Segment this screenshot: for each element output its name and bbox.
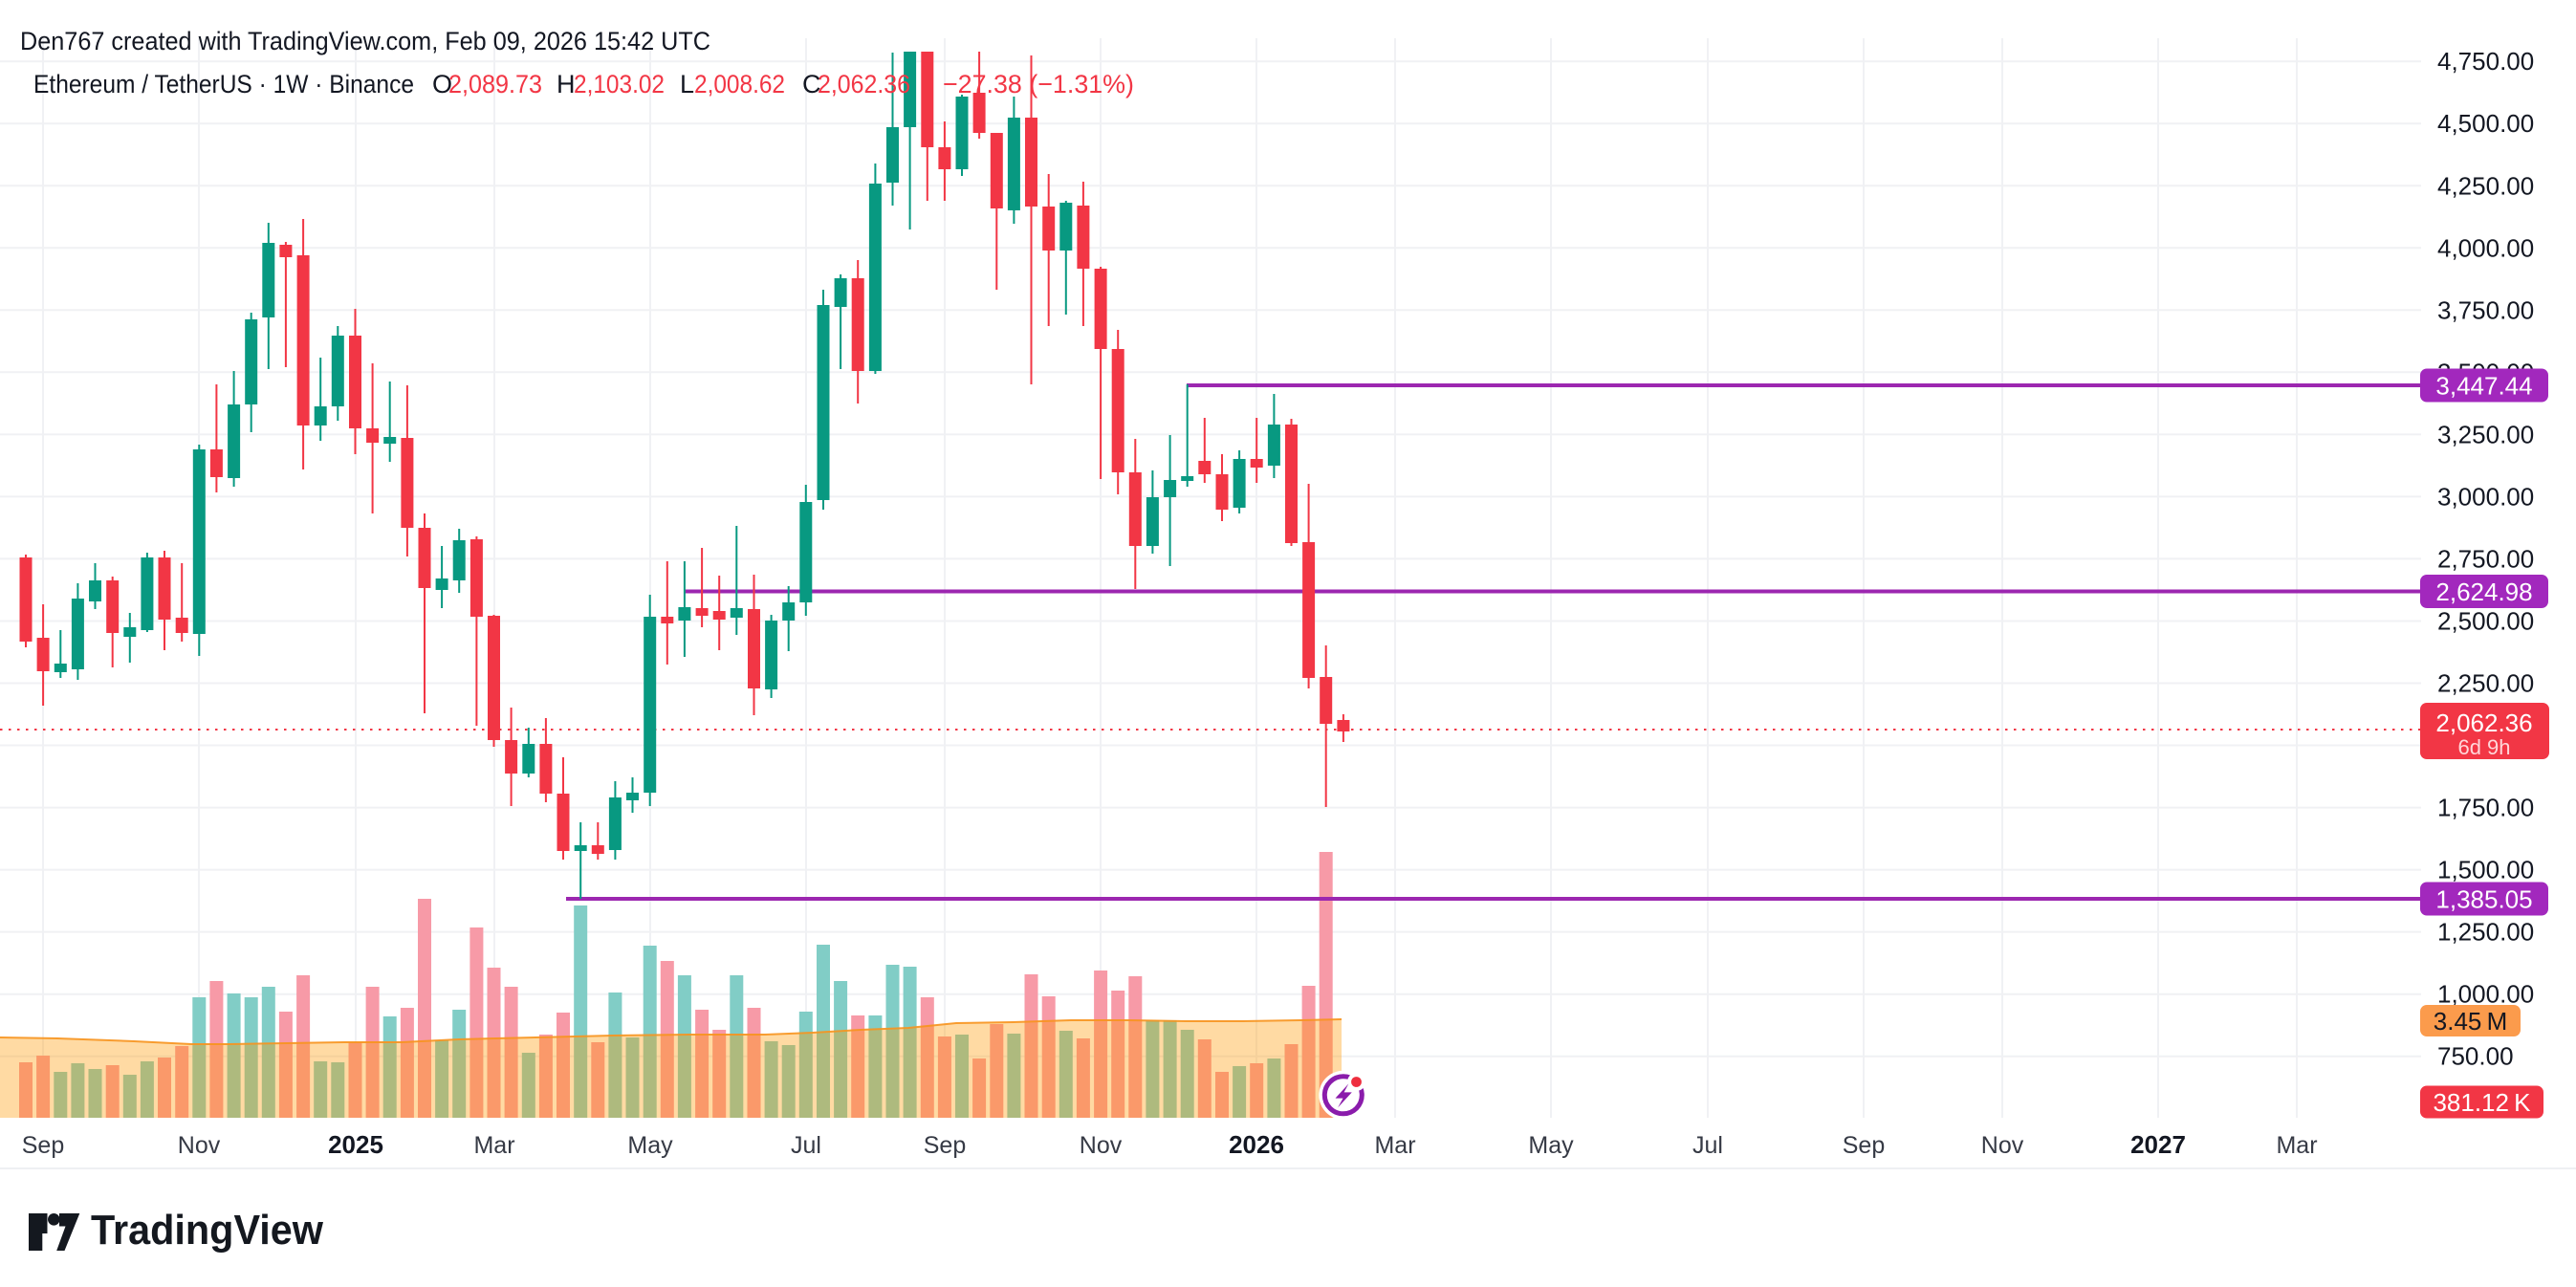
svg-text:4,750.00: 4,750.00 bbox=[2437, 47, 2534, 76]
svg-text:3,750.00: 3,750.00 bbox=[2437, 295, 2534, 324]
svg-text:Mar: Mar bbox=[2276, 1132, 2317, 1159]
svg-text:2,062.36: 2,062.36 bbox=[2435, 709, 2532, 737]
svg-text:2,062.36: 2,062.36 bbox=[818, 70, 910, 98]
svg-text:750.00: 750.00 bbox=[2437, 1042, 2514, 1071]
svg-text:Sep: Sep bbox=[1843, 1132, 1885, 1159]
svg-text:Mar: Mar bbox=[1374, 1132, 1415, 1159]
svg-text:O: O bbox=[432, 70, 452, 98]
svg-text:3,000.00: 3,000.00 bbox=[2437, 482, 2534, 511]
svg-text:Ethereum / TetherUS · 1W · Bin: Ethereum / TetherUS · 1W · Binance bbox=[33, 70, 414, 98]
svg-text:2,624.98: 2,624.98 bbox=[2435, 578, 2532, 606]
svg-text:2027: 2027 bbox=[2130, 1130, 2186, 1159]
svg-text:3,250.00: 3,250.00 bbox=[2437, 420, 2534, 448]
svg-text:1,750.00: 1,750.00 bbox=[2437, 794, 2534, 822]
svg-text:Mar: Mar bbox=[473, 1132, 514, 1159]
svg-text:−27.38 (−1.31%): −27.38 (−1.31%) bbox=[943, 70, 1134, 98]
svg-text:6d 9h: 6d 9h bbox=[2457, 735, 2510, 759]
svg-text:1,000.00: 1,000.00 bbox=[2437, 980, 2534, 1009]
svg-text:TradingView: TradingView bbox=[91, 1207, 324, 1254]
svg-text:2,500.00: 2,500.00 bbox=[2437, 607, 2534, 636]
svg-text:2,103.02: 2,103.02 bbox=[574, 70, 665, 98]
svg-text:4,500.00: 4,500.00 bbox=[2437, 109, 2534, 138]
svg-text:May: May bbox=[1528, 1132, 1574, 1159]
svg-text:2025: 2025 bbox=[328, 1130, 383, 1159]
svg-text:Sep: Sep bbox=[22, 1132, 64, 1159]
svg-text:3.45 M: 3.45 M bbox=[2434, 1007, 2507, 1036]
svg-text:Nov: Nov bbox=[1080, 1132, 1123, 1159]
svg-text:2,750.00: 2,750.00 bbox=[2437, 544, 2534, 573]
svg-text:C: C bbox=[802, 70, 821, 98]
svg-text:May: May bbox=[627, 1132, 673, 1159]
svg-text:Den767 created with TradingVie: Den767 created with TradingView.com, Feb… bbox=[20, 27, 710, 55]
svg-text:4,000.00: 4,000.00 bbox=[2437, 233, 2534, 262]
svg-text:1,385.05: 1,385.05 bbox=[2435, 884, 2532, 913]
svg-text:1,500.00: 1,500.00 bbox=[2437, 856, 2534, 884]
svg-text:381.12 K: 381.12 K bbox=[2433, 1088, 2531, 1117]
svg-text:Nov: Nov bbox=[1981, 1132, 2024, 1159]
svg-text:1,250.00: 1,250.00 bbox=[2437, 918, 2534, 947]
svg-text:2,008.62: 2,008.62 bbox=[694, 70, 785, 98]
svg-text:L: L bbox=[680, 70, 694, 98]
svg-text:2,250.00: 2,250.00 bbox=[2437, 669, 2534, 698]
svg-text:3,447.44: 3,447.44 bbox=[2435, 371, 2532, 400]
svg-text:Jul: Jul bbox=[791, 1132, 821, 1159]
svg-text:H: H bbox=[557, 70, 576, 98]
svg-text:2026: 2026 bbox=[1229, 1130, 1284, 1159]
svg-text:4,250.00: 4,250.00 bbox=[2437, 171, 2534, 200]
svg-text:2,089.73: 2,089.73 bbox=[448, 70, 542, 98]
svg-text:Sep: Sep bbox=[924, 1132, 966, 1159]
svg-text:Nov: Nov bbox=[178, 1132, 221, 1159]
svg-text:Jul: Jul bbox=[1692, 1132, 1723, 1159]
